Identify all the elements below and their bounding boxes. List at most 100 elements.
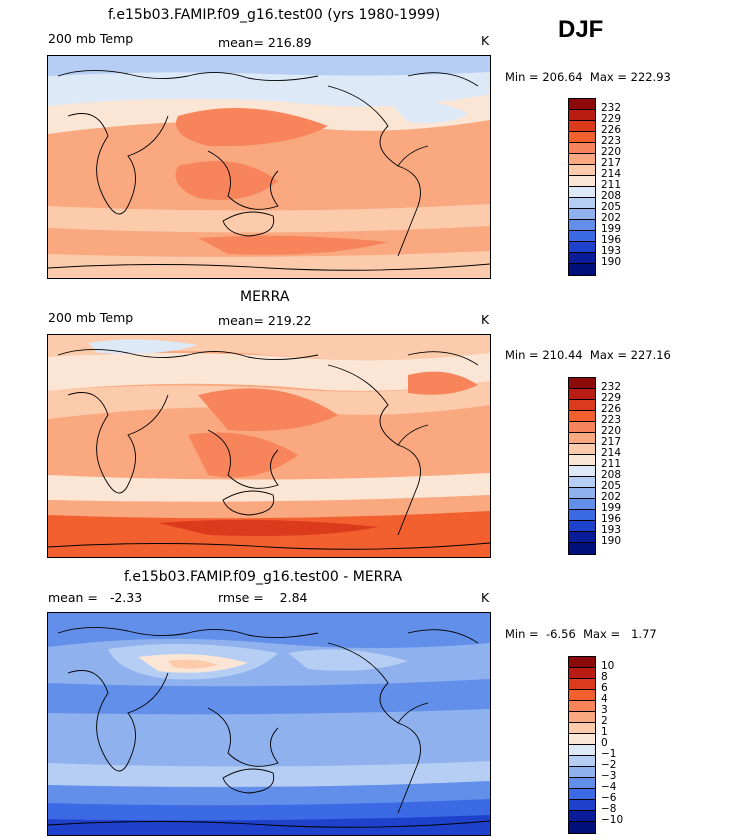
contour-pacific-north — [288, 649, 408, 671]
colorbar-swatch — [569, 389, 595, 400]
colorbar-swatch — [569, 209, 595, 220]
colorbar-swatch — [569, 466, 595, 477]
colorbar-label: 193 — [601, 245, 622, 257]
colorbar-label: 196 — [601, 513, 622, 525]
coastlines — [48, 69, 490, 271]
contour-cool-arctic — [88, 339, 198, 354]
colorbar-label: 190 — [601, 256, 622, 268]
mean-label: mean= 219.22 — [218, 313, 312, 328]
colorbar-swatch — [569, 723, 595, 734]
colorbar-swatch — [569, 477, 595, 488]
colorbar-swatch — [569, 165, 595, 176]
colorbar-swatch — [569, 455, 595, 466]
colorbar-label: 226 — [601, 403, 622, 415]
contour-warm-asia — [176, 108, 328, 147]
colorbar-label: 10 — [601, 660, 615, 672]
colorbar-swatch — [569, 220, 595, 231]
colorbar-swatch — [569, 110, 595, 121]
contour-warm-pacific — [175, 161, 278, 200]
colorbar-label: 232 — [601, 102, 622, 114]
colorbar-label: 190 — [601, 535, 622, 547]
contour-south-band — [48, 781, 490, 807]
colorbar-label: 205 — [601, 480, 622, 492]
contour-southern-ocean — [198, 235, 388, 255]
mean-label: mean = -2.33 — [48, 590, 143, 605]
colorbar-swatch — [569, 422, 595, 433]
colorbar-label: 220 — [601, 146, 622, 158]
colorbar-swatch — [569, 121, 595, 132]
colorbar-swatch — [569, 154, 595, 165]
colorbar-label: 229 — [601, 113, 622, 125]
colorbar-swatch — [569, 378, 595, 389]
colorbar-label: 226 — [601, 124, 622, 136]
colorbar-label: 223 — [601, 414, 622, 426]
colorbar-label: −4 — [601, 781, 617, 793]
colorbar-swatch — [569, 701, 595, 712]
colorbar-label: 217 — [601, 436, 622, 448]
panel-title: f.e15b03.FAMIP.f09_g16.test00 - MERRA — [124, 569, 403, 585]
colorbar-swatch — [569, 543, 595, 554]
colorbar-label: −1 — [601, 748, 617, 760]
colorbar-swatch — [569, 253, 595, 264]
contour-south-mid — [48, 761, 490, 787]
colorbar-label: 193 — [601, 524, 622, 536]
map-plot — [47, 334, 491, 558]
colorbar-swatch — [569, 400, 595, 411]
colorbar-label: 6 — [601, 682, 608, 694]
colorbar-swatch — [569, 767, 595, 778]
colorbar-label: 214 — [601, 447, 622, 459]
colorbar-swatch — [569, 756, 595, 767]
rmse-label: rmse = 2.84 — [218, 590, 308, 605]
coastlines — [48, 626, 490, 828]
colorbar-swatch — [569, 822, 595, 833]
contour-warm-asia — [198, 388, 338, 431]
colorbar-label: 196 — [601, 234, 622, 246]
colorbar-label: −8 — [601, 803, 617, 815]
contour-south-mid — [48, 204, 490, 234]
contour-warm-atlantic — [408, 371, 478, 395]
contour-subtropics — [48, 679, 490, 715]
colorbar-swatch — [569, 198, 595, 209]
contour-cool-atlantic — [393, 102, 468, 123]
contour-polar-north — [48, 613, 490, 648]
colorbar-label: −2 — [601, 759, 617, 771]
variable-label: 200 mb Temp — [48, 310, 134, 325]
colorbar-swatch — [569, 510, 595, 521]
contour-tropics — [48, 709, 490, 767]
contour-southern-ocean — [48, 799, 490, 821]
colorbar-swatch — [569, 778, 595, 789]
colorbar-swatch — [569, 712, 595, 723]
colorbar-swatch — [569, 532, 595, 543]
colorbar-swatch — [569, 444, 595, 455]
colorbar-swatch — [569, 745, 595, 756]
colorbar-label: 202 — [601, 212, 622, 224]
colorbar-swatch — [569, 433, 595, 444]
contour-asia-max — [168, 659, 218, 669]
contour-high-lat — [48, 353, 490, 391]
colorbar-swatch — [569, 411, 595, 422]
colorbar-swatch — [569, 264, 595, 275]
colorbar-label: −6 — [601, 792, 617, 804]
contour-polar-south — [48, 251, 490, 278]
colorbar-swatch — [569, 99, 595, 110]
colorbar-swatch — [569, 488, 595, 499]
colorbar-label: 232 — [601, 381, 622, 393]
map-plot — [47, 612, 491, 836]
colorbar-label: 199 — [601, 502, 622, 514]
minmax-label: Min = 210.44 Max = 227.16 — [505, 348, 671, 362]
colorbar-label: 2 — [601, 715, 608, 727]
variable-label: 200 mb Temp — [48, 31, 134, 46]
colorbar-swatch — [569, 521, 595, 532]
coastlines — [48, 348, 490, 550]
colorbar-label: 208 — [601, 469, 622, 481]
units-label: K — [481, 590, 490, 605]
minmax-label: Min = -6.56 Max = 1.77 — [505, 627, 657, 641]
colorbar-label: 211 — [601, 179, 622, 191]
colorbar-swatch — [569, 668, 595, 679]
colorbar-swatch — [569, 242, 595, 253]
colorbar-label: 8 — [601, 671, 608, 683]
colorbar-swatch — [569, 187, 595, 198]
colorbar-label: 202 — [601, 491, 622, 503]
colorbar-swatch — [569, 657, 595, 668]
colorbar-label: 208 — [601, 190, 622, 202]
